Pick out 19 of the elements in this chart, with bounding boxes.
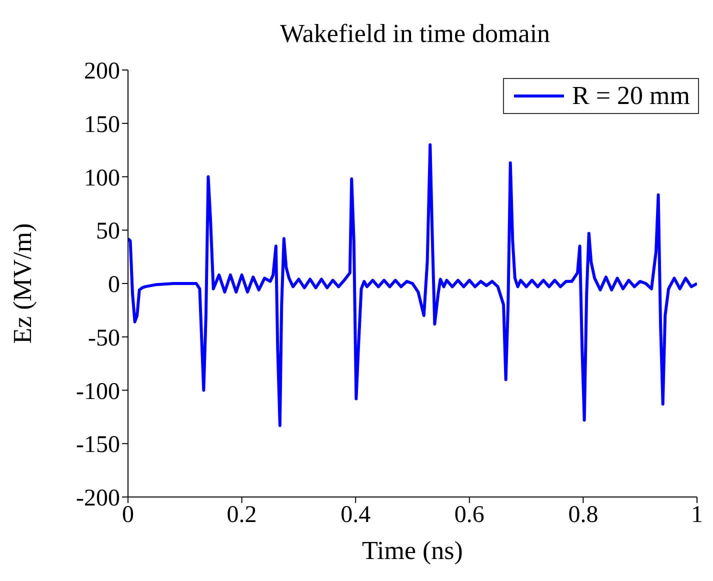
x-tick-label: 0.8 [568,502,598,528]
line-series [128,143,697,427]
y-tick-label: 50 [96,218,120,245]
x-tick-label: 0.2 [226,502,257,528]
y-tick-label: -200 [76,486,120,512]
y-tick-label: 0 [108,272,120,298]
y-tick-label: -50 [88,325,120,352]
y-axis-title: Ez (MV/m) [8,223,38,344]
legend-label: R = 20 mm [572,81,690,111]
y-tick-label: 150 [84,112,120,138]
x-tick-label: 0.6 [454,502,484,528]
x-tick-label: 1 [691,502,703,528]
x-tick-label: 0.4 [340,502,371,528]
chart-title: Wakefield in time domain [280,19,550,48]
y-tick-label: -100 [76,378,120,405]
y-tick-label: -150 [76,432,120,458]
x-axis-title: Time (ns) [362,536,463,565]
y-tick-label: 200 [84,58,120,85]
y-tick-label: 100 [84,165,120,192]
